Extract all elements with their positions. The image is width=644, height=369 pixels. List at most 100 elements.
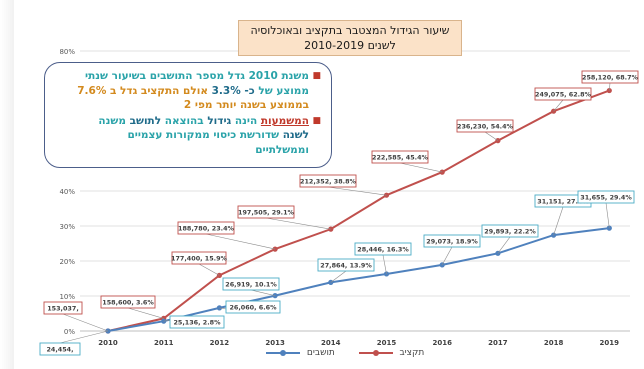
label-leader bbox=[484, 131, 499, 141]
y-tick-label: 30% bbox=[59, 223, 75, 231]
budget-series-line bbox=[107, 89, 610, 332]
budget-data-label: 236,230, 54.4% bbox=[457, 123, 514, 131]
residents-data-label: 24,454, bbox=[46, 346, 73, 354]
label-leader bbox=[441, 246, 453, 265]
data-label-box bbox=[171, 251, 227, 265]
chart-subtitle: לשנים 2010-2019 bbox=[304, 39, 396, 52]
label-leader bbox=[198, 263, 220, 276]
data-label-box bbox=[222, 277, 280, 291]
x-tick-label: 2012 bbox=[210, 339, 230, 347]
y-tick-label: 20% bbox=[59, 258, 75, 266]
data-label-box bbox=[100, 295, 156, 309]
residents-data-label: 31,151, 27.4% bbox=[537, 198, 589, 206]
data-label-box bbox=[534, 87, 592, 101]
data-label-box bbox=[225, 300, 281, 314]
slide-edge bbox=[0, 0, 14, 369]
note-item-growth: ■ משנת 2010 גדל מספר התושבים בשיעור שנתי… bbox=[53, 69, 321, 113]
note-line: לשנה שדורשת כיסוי ממקורות עצמיים bbox=[53, 128, 309, 143]
residents-data-label: 25,136, 2.8% bbox=[173, 319, 221, 327]
label-leader bbox=[330, 270, 347, 283]
notes-callout: ■ משנת 2010 גדל מספר התושבים בשיעור שנתי… bbox=[44, 62, 332, 168]
label-leader bbox=[265, 217, 331, 230]
note-text: גדל מספר התושבים bbox=[149, 70, 245, 82]
data-label-box bbox=[237, 205, 295, 219]
x-tick-label: 2017 bbox=[488, 339, 508, 347]
label-leader bbox=[59, 330, 109, 344]
note-line: המשמעות הינה גידול בהוצאה לתושב משנה bbox=[53, 114, 309, 129]
note-text: כ- 3.3% bbox=[207, 84, 259, 97]
legend-residents-swatch bbox=[266, 350, 300, 356]
note-text: שדורשת כיסוי ממקורות עצמיים bbox=[127, 129, 283, 141]
note-line: ממוצע של כ- 3.3% אולם התקציב גדל ב 7.6% bbox=[53, 84, 309, 99]
residents-point bbox=[606, 225, 612, 231]
note-text: המשמעות bbox=[260, 114, 309, 127]
residents-data-label: 26,919, 10.1% bbox=[225, 281, 277, 289]
x-tick-label: 2016 bbox=[432, 339, 452, 347]
chart-legend: תקציב תושבים bbox=[262, 348, 424, 359]
chart-title-box: שיעור הגידול המצטבר בתקציב ובאוכלוסיה לש… bbox=[238, 20, 462, 56]
data-label-box bbox=[39, 342, 81, 356]
label-leader bbox=[382, 254, 387, 275]
budget-data-label: 249,075, 62.8% bbox=[535, 91, 592, 99]
x-tick-label: 2010 bbox=[98, 339, 118, 347]
data-label-box bbox=[43, 301, 83, 315]
y-tick-label: 10% bbox=[59, 293, 75, 301]
bullet-icon: ■ bbox=[312, 71, 321, 81]
note-text: לתושב bbox=[129, 114, 162, 127]
label-leader bbox=[205, 233, 276, 250]
data-label-box bbox=[456, 119, 514, 133]
note-line: משנת 2010 גדל מספר התושבים בשיעור שנתי bbox=[53, 69, 309, 84]
legend-residents-label: תושבים bbox=[306, 348, 335, 358]
data-label-box bbox=[423, 234, 481, 248]
x-tick-label: 2014 bbox=[321, 339, 341, 347]
budget-data-label: 153,037, bbox=[47, 305, 79, 313]
data-label-box bbox=[299, 174, 357, 188]
y-tick-label: 40% bbox=[59, 188, 75, 196]
data-label-box bbox=[177, 221, 235, 235]
data-label-box bbox=[371, 150, 429, 164]
label-leader bbox=[553, 206, 564, 236]
residents-series-line bbox=[107, 227, 610, 332]
legend-budget-swatch bbox=[358, 350, 393, 356]
note-text: ממוצע של bbox=[258, 84, 309, 97]
label-leader bbox=[127, 307, 164, 319]
note-text: בממוצע בשנה יותר מפי 2 bbox=[183, 99, 309, 111]
x-tick-label: 2013 bbox=[265, 339, 285, 347]
budget-data-label: 158,600, 3.6% bbox=[102, 299, 154, 307]
data-label-box bbox=[581, 70, 639, 84]
label-leader bbox=[62, 313, 109, 332]
budget-data-label: 177,400, 15.9% bbox=[171, 255, 228, 263]
note-text: אולם התקציב גדל ב 7.6% bbox=[77, 84, 208, 97]
y-tick-label: 80% bbox=[59, 48, 75, 56]
x-tick-label: 2018 bbox=[544, 339, 564, 347]
x-tick-label: 2019 bbox=[600, 339, 620, 347]
note-line: בממוצע בשנה יותר מפי 2 bbox=[53, 98, 309, 113]
label-leader bbox=[327, 186, 387, 196]
label-leader bbox=[250, 289, 276, 296]
note-item-meaning: ■ המשמעות הינה גידול בהוצאה לתושב משנה ל… bbox=[53, 114, 321, 158]
note-text: משנה bbox=[98, 114, 130, 127]
note-text: בשיעור שנתי bbox=[85, 70, 150, 82]
note-line: וממשלתיים bbox=[53, 143, 309, 158]
x-tick-label: 2011 bbox=[154, 339, 174, 347]
note-text: לשנה bbox=[282, 129, 309, 141]
chart-title: שיעור הגידול המצטבר בתקציב ובאוכלוסיה bbox=[250, 24, 450, 37]
label-leader bbox=[609, 82, 611, 91]
residents-data-label: 28,446, 16.3% bbox=[357, 246, 409, 254]
residents-data-label: 29,073, 18.9% bbox=[426, 238, 478, 246]
legend-budget-label: תקציב bbox=[399, 348, 425, 358]
label-leader bbox=[605, 202, 610, 229]
y-tick-label: 0% bbox=[64, 328, 75, 336]
note-text: הינה bbox=[231, 114, 261, 127]
label-leader bbox=[553, 99, 564, 112]
residents-data-label: 27,864, 13.9% bbox=[320, 262, 372, 270]
residents-data-label: 29,893, 22.2% bbox=[484, 228, 536, 236]
budget-data-label: 188,780, 23.4% bbox=[178, 225, 235, 233]
data-label-box bbox=[317, 258, 375, 272]
data-label-box bbox=[577, 190, 635, 204]
residents-point bbox=[161, 318, 167, 324]
note-text: משנת 2010 bbox=[244, 70, 309, 82]
residents-data-label: 31,655, 29.4% bbox=[580, 194, 632, 202]
